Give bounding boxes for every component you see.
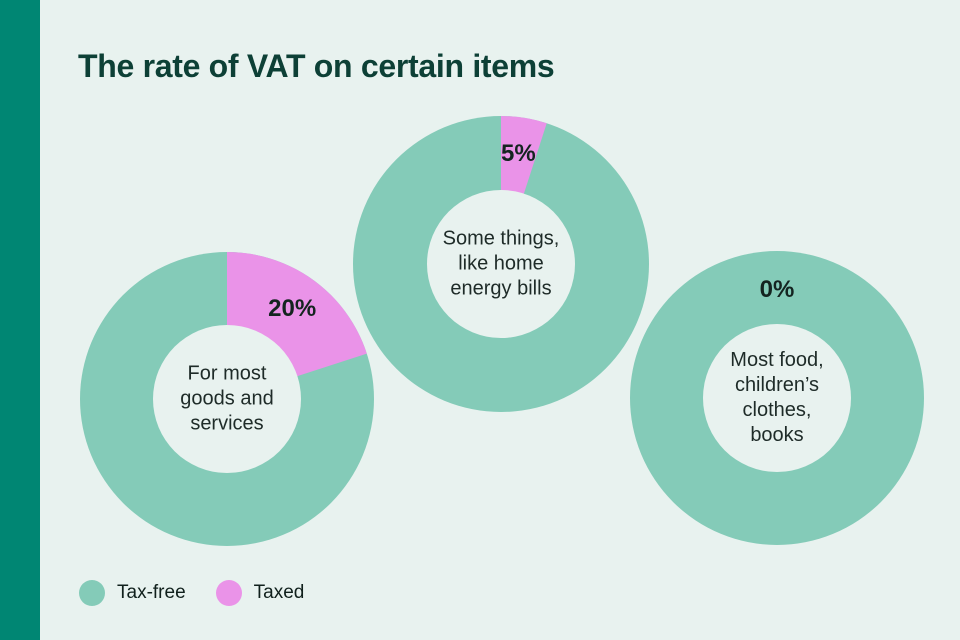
center-label-line: For most: [187, 362, 267, 385]
center-label-line: Some things,: [442, 227, 560, 250]
donut-center-label-2: Some things, like home energy bills: [421, 227, 581, 302]
center-label-line: Most food,: [730, 349, 824, 371]
center-label-line: like home: [458, 252, 544, 275]
legend-label-tax-free: Tax-free: [117, 582, 186, 603]
rate-label-1: 20%: [268, 295, 317, 323]
left-accent-bar: [0, 0, 40, 640]
legend-label-taxed: Taxed: [253, 582, 305, 603]
taxed-swatch-icon: [215, 580, 242, 606]
rate-label-3: 0%: [759, 276, 795, 303]
center-label-line: clothes,: [742, 399, 812, 421]
donut-svg: [630, 251, 924, 545]
rate-label-2: 5%: [501, 140, 536, 168]
center-label-line: energy bills: [450, 277, 552, 300]
donut-chart-3: Most food, children’s clothes, books 0%: [630, 251, 924, 545]
donut-center-label-1: For most goods and services: [147, 362, 307, 437]
legend-item-taxed: Taxed: [215, 580, 305, 606]
donut-hole: [153, 325, 301, 473]
donut-center-label-3: Most food, children’s clothes, books: [697, 348, 857, 448]
donut-chart-2: Some things, like home energy bills 5%: [353, 116, 649, 412]
donut-chart-1: For most goods and services 20%: [80, 252, 374, 546]
donut-hole: [427, 190, 575, 338]
legend: Tax-free Taxed: [79, 580, 304, 606]
center-label-line: services: [190, 412, 264, 435]
donut-svg: [353, 116, 649, 412]
center-label-line: books: [750, 424, 804, 446]
legend-item-tax-free: Tax-free: [79, 580, 186, 606]
donut-hole: [703, 324, 851, 472]
donut-svg: [80, 252, 374, 546]
page-title: The rate of VAT on certain items: [78, 48, 555, 84]
tax-free-swatch-icon: [79, 580, 105, 606]
center-label-line: goods and: [180, 387, 274, 410]
center-label-line: children’s: [734, 374, 820, 396]
